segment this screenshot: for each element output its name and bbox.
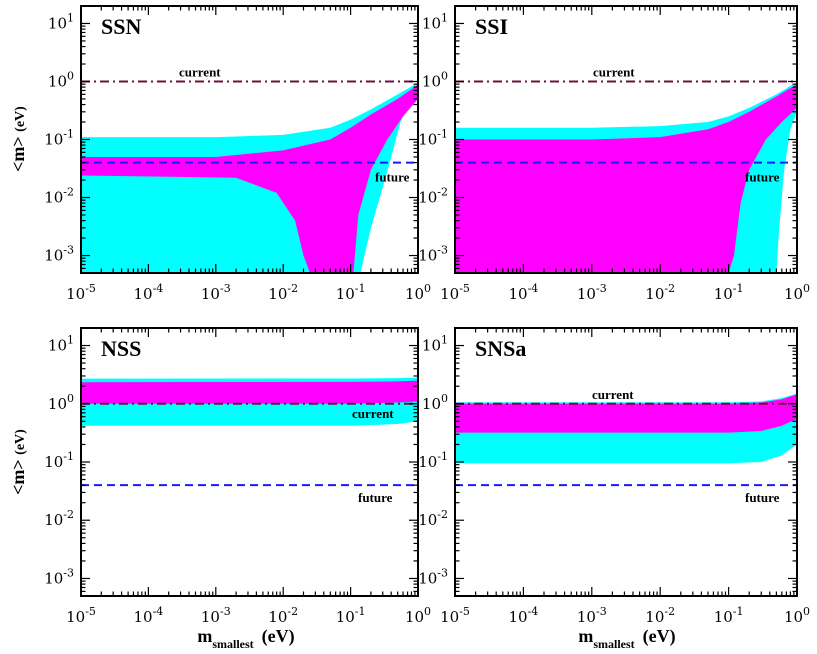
future-label: future <box>745 170 780 185</box>
plot-area <box>81 377 418 487</box>
panel-title: NSS <box>101 336 141 361</box>
ticks <box>80 5 419 274</box>
y-tick-label: 101 <box>48 11 74 32</box>
y-tick-label: 10-1 <box>44 128 74 149</box>
x-tick-label: 10-4 <box>508 282 538 303</box>
future-label: future <box>745 490 780 505</box>
y-axis-label: <m> (eV) <box>8 429 28 495</box>
y-tick-label: 10-3 <box>44 566 74 587</box>
x-tick-label: 10-4 <box>133 605 163 626</box>
panel-snsa: 10-5 10-4 10-3 10-2 10-1 100 10-3 10-2 10-1 100 10… <box>418 327 810 626</box>
plot-area <box>81 80 418 273</box>
current-label: current <box>352 406 394 421</box>
y-tick-label: 10-2 <box>44 508 74 529</box>
current-label: current <box>593 64 635 79</box>
y-tick-label: 10-2 <box>418 508 448 529</box>
plot-area <box>455 80 797 273</box>
plot-area <box>455 393 797 487</box>
magenta-band <box>455 84 797 273</box>
y-tick-label: 100 <box>48 392 74 413</box>
y-axis-label: <m> (eV) <box>8 106 28 172</box>
y-tick-label: 100 <box>422 392 448 413</box>
magenta-band <box>81 380 418 404</box>
x-tick-label: 10-1 <box>336 605 366 626</box>
y-tick-label: 10-1 <box>44 450 74 471</box>
y-tick-label: 10-3 <box>44 244 74 265</box>
future-label: future <box>358 490 393 505</box>
x-tick-label: 100 <box>405 282 431 303</box>
x-axis-label: msmallest (eV) <box>197 626 294 651</box>
x-tick-label: 10-2 <box>645 605 675 626</box>
panel-title: SNSa <box>475 336 526 361</box>
x-tick-label: 10-1 <box>714 605 744 626</box>
ticks <box>454 327 798 597</box>
x-tick-label: 100 <box>784 605 810 626</box>
panel-title: SSI <box>475 14 508 39</box>
y-tick-label: 101 <box>422 11 448 32</box>
x-tick-label: 100 <box>405 605 431 626</box>
y-tick-label: 10-1 <box>418 128 448 149</box>
y-tick-label: 100 <box>48 69 74 90</box>
y-tick-label: 10-3 <box>418 566 448 587</box>
x-tick-label: 10-1 <box>714 282 744 303</box>
magenta-band <box>455 394 797 433</box>
panel-title: SSN <box>101 14 141 39</box>
y-tick-label: 10-3 <box>418 244 448 265</box>
ticks <box>80 327 419 597</box>
x-tick-label: 10-5 <box>440 605 470 626</box>
x-tick-label: 10-3 <box>577 605 607 626</box>
x-tick-label: 10-5 <box>66 282 96 303</box>
x-tick-label: 10-3 <box>201 282 231 303</box>
x-tick-label: 10-4 <box>508 605 538 626</box>
y-tick-label: 10-2 <box>44 186 74 207</box>
y-tick-label: 101 <box>422 334 448 355</box>
x-tick-label: 10-3 <box>577 282 607 303</box>
y-tick-label: 10-2 <box>418 186 448 207</box>
x-tick-label: 10-3 <box>201 605 231 626</box>
x-tick-label: 10-2 <box>268 605 298 626</box>
x-tick-label: 10-1 <box>336 282 366 303</box>
x-tick-label: 10-4 <box>133 282 163 303</box>
x-tick-label: 10-5 <box>440 282 470 303</box>
current-label: current <box>179 64 221 79</box>
panel-ssn: 10-5 10-4 10-3 10-2 10-1 100 10-3 10-2 10-1 100 10… <box>44 5 431 303</box>
panel-nss: 10-5 10-4 10-3 10-2 10-1 100 10-3 10-2 10-1 100 10… <box>44 327 431 626</box>
x-tick-label: 10-2 <box>645 282 675 303</box>
ticks <box>454 5 798 274</box>
y-tick-label: 100 <box>422 69 448 90</box>
magenta-band <box>81 84 418 273</box>
x-tick-label: 100 <box>784 282 810 303</box>
future-label: future <box>375 170 410 185</box>
x-tick-label: 10-2 <box>268 282 298 303</box>
current-label: current <box>592 387 634 402</box>
panel-ssi: 10-5 10-4 10-3 10-2 10-1 100 10-3 10-2 10-1 100 10… <box>418 5 810 303</box>
x-tick-label: 10-5 <box>66 605 96 626</box>
y-tick-label: 10-1 <box>418 450 448 471</box>
plot-frame <box>80 327 419 597</box>
y-tick-label: 101 <box>48 334 74 355</box>
x-axis-label: msmallest (eV) <box>578 626 675 651</box>
